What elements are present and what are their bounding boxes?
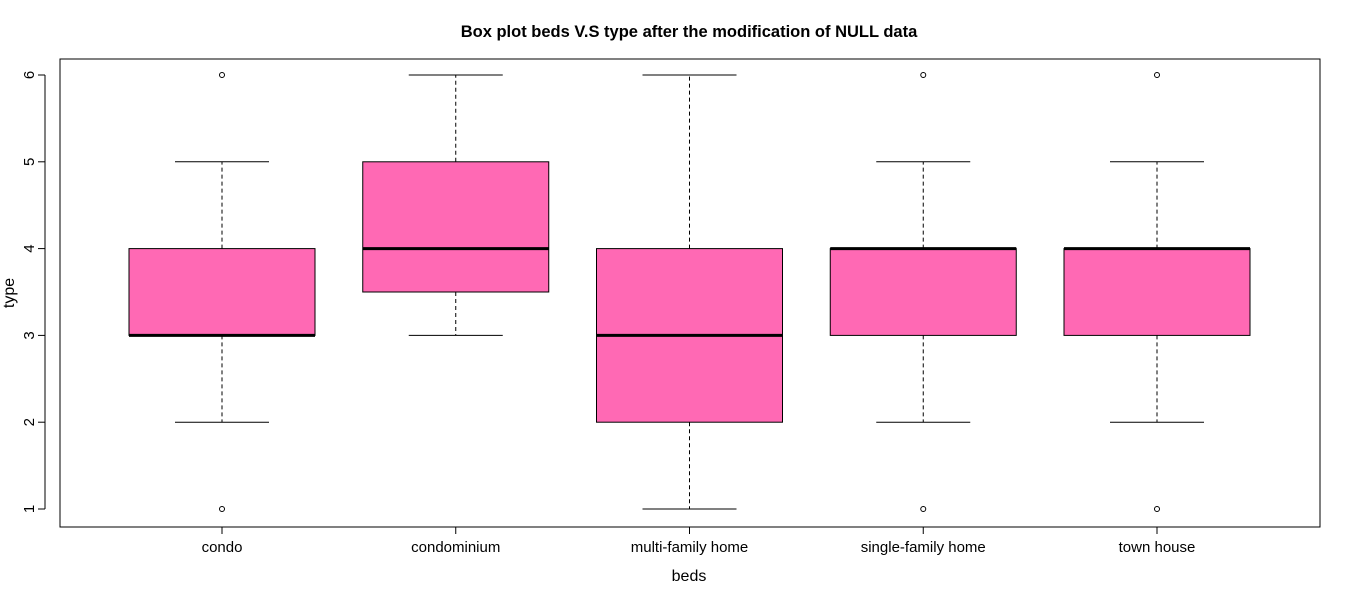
x-axis-label: beds <box>672 568 707 585</box>
box-condominium <box>362 74 550 336</box>
box-body <box>362 161 550 293</box>
x-tick-label: multi-family home <box>631 539 749 556</box>
x-tick-label: single-family home <box>861 539 986 556</box>
x-tick-label: condo <box>202 539 243 556</box>
outlier-point <box>920 506 927 512</box>
outlier-point <box>1154 72 1160 78</box>
y-tick-label: 5 <box>21 158 38 166</box>
x-tick-label: condominium <box>411 539 500 556</box>
box-condo <box>128 72 316 512</box>
chart-title: Box plot beds V.S type after the modific… <box>461 23 918 41</box>
box-series <box>128 72 1251 512</box>
box-town-house <box>1063 72 1251 512</box>
y-tick-label: 3 <box>21 331 38 339</box>
outlier-point <box>219 72 225 78</box>
x-tick-label: town house <box>1119 539 1196 556</box>
y-tick-label: 4 <box>21 244 38 252</box>
box-single-family-home <box>829 72 1017 512</box>
y-axis: 1 2 3 4 5 6 <box>21 71 46 513</box>
y-tick-label: 6 <box>21 71 38 79</box>
outlier-point <box>219 506 225 512</box>
box-body <box>128 248 316 336</box>
y-tick-label: 1 <box>21 505 38 513</box>
x-axis: condo condominium multi-family home single-… <box>202 526 1196 556</box>
outlier-point <box>920 72 927 78</box>
box-body <box>1063 248 1251 336</box>
box-body <box>829 248 1017 336</box>
outlier-point <box>1154 506 1160 512</box>
y-axis-label: type <box>1 278 18 308</box>
y-tick-label: 2 <box>21 418 38 426</box>
box-multi-family-home <box>596 74 783 510</box>
